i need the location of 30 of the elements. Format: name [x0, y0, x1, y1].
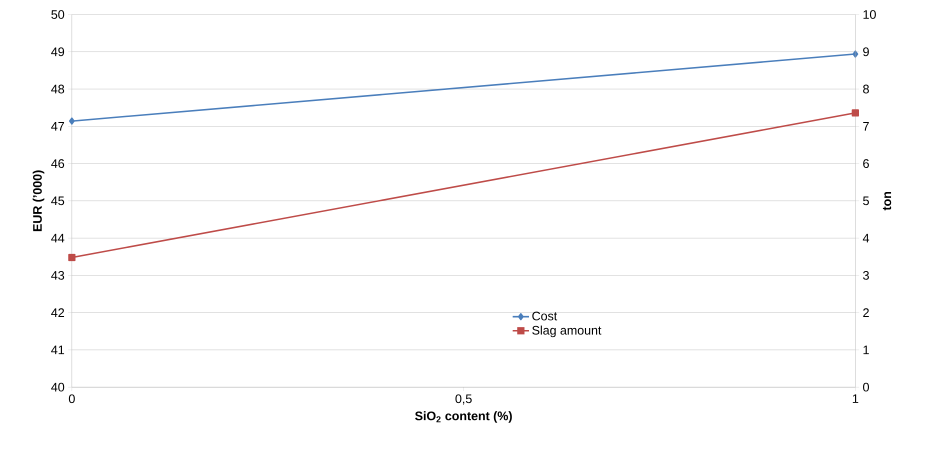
y2-tick-label: 7 — [863, 122, 869, 131]
y2-tick-label: 0 — [863, 382, 869, 392]
y-tick-label: 50 — [51, 10, 64, 19]
y2-tick-label: 5 — [863, 196, 869, 206]
y-tick-label: 47 — [51, 122, 64, 131]
legend-label: Cost — [532, 312, 558, 320]
y-tick-label: 49 — [51, 47, 64, 56]
y-axis-title: EUR (’000) — [32, 170, 44, 232]
y2-tick-label: 3 — [863, 270, 869, 280]
x-axis-title: SiO$_{2}$ content (%) — [415, 411, 512, 423]
y2-tick-label: 4 — [862, 234, 870, 242]
x-tick-label: 1 — [852, 394, 858, 403]
y2-axis-title: ton — [882, 192, 892, 210]
y2-tick-label: 9 — [863, 47, 869, 56]
y2-tick-label: 1 — [864, 346, 869, 354]
y-tick-label: 43 — [51, 270, 64, 280]
x-tick-label: 0 — [68, 394, 75, 404]
y2-tick-label: 2 — [863, 308, 869, 317]
y-tick-label: 40 — [51, 382, 64, 392]
y-tick-label: 42 — [51, 308, 64, 317]
y2-tick-label: 6 — [863, 159, 869, 168]
x-tick-label: 0,5 — [455, 394, 472, 405]
y2-tick-label: 10 — [864, 10, 876, 19]
y-tick-label: 48 — [51, 84, 64, 94]
y-tick-label: 41 — [51, 346, 64, 354]
y-tick-label: 44 — [51, 234, 64, 242]
y-tick-label: 46 — [51, 159, 64, 168]
y2-tick-label: 8 — [863, 84, 869, 94]
legend-label: Slag amount — [532, 326, 602, 338]
y-tick-label: 45 — [51, 196, 64, 206]
